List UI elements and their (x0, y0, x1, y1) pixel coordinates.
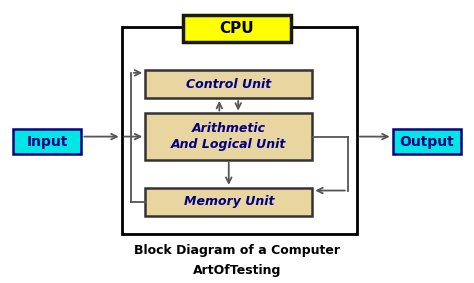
FancyBboxPatch shape (145, 113, 312, 160)
FancyBboxPatch shape (13, 129, 82, 154)
FancyBboxPatch shape (145, 188, 312, 216)
Text: Block Diagram of a Computer: Block Diagram of a Computer (134, 244, 340, 257)
Text: Input: Input (27, 134, 68, 149)
FancyBboxPatch shape (145, 70, 312, 98)
Text: Arithmetic
And Logical Unit: Arithmetic And Logical Unit (171, 122, 286, 151)
FancyBboxPatch shape (183, 15, 291, 42)
FancyBboxPatch shape (392, 129, 461, 154)
Text: Control Unit: Control Unit (186, 78, 272, 91)
Text: CPU: CPU (219, 21, 255, 36)
Text: Memory Unit: Memory Unit (183, 195, 274, 208)
Text: Output: Output (399, 134, 454, 149)
Text: ArtOfTesting: ArtOfTesting (193, 264, 281, 277)
